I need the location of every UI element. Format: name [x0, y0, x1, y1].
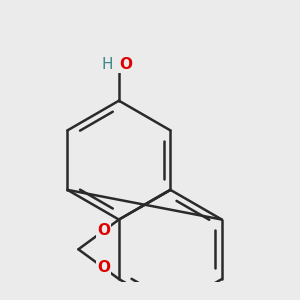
Text: O: O	[97, 224, 110, 238]
Text: O: O	[97, 260, 110, 275]
Text: O: O	[119, 57, 132, 72]
Text: H: H	[102, 57, 113, 72]
